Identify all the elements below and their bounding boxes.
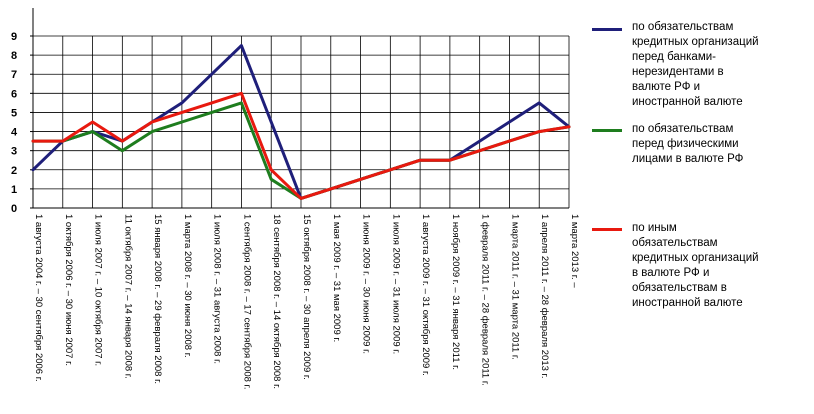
legend-text-line: перед банками- (632, 51, 716, 63)
chart-axes (32, 8, 569, 209)
legend-text-line: валюте РФ и (632, 81, 701, 93)
x-tick-label: 1 июля 2008 г. – 31 августа 2008 г. (212, 214, 223, 364)
legend-swatch-series-2 (592, 129, 622, 132)
x-tick-label: 1 апреля 2011 г. – 28 февраля 2013 г. (539, 214, 550, 378)
x-tick-label: 1 марта 2013 г. – (569, 214, 580, 288)
x-axis-ticks: 1 августа 2004 г. – 30 сентября 2006 г. 1… (33, 214, 580, 389)
y-tick-label: 7 (11, 69, 17, 81)
y-tick-label: 8 (11, 50, 17, 62)
legend-text-line: лицами в валюте РФ (632, 153, 744, 165)
legend-text-line: в валюте РФ и (632, 267, 710, 279)
legend-swatch-series-1 (592, 28, 622, 31)
x-tick-label: 1 февраля 2011 г. – 28 февраля 2011 г. (480, 214, 491, 386)
x-tick-label: 15 октября 2008 г. – 30 апреля 2009 г. (301, 214, 312, 380)
x-tick-label: 1 июня 2009 г. – 30 июня 2009 г. (361, 214, 372, 354)
x-tick-label: 1 ноября 2009 г. – 31 января 2011 г. (450, 214, 461, 370)
legend-text-line: нерезидентами в (632, 66, 724, 78)
legend-text-line: иностранной валюте (632, 96, 743, 108)
legend-text-line: иностранной валюте (632, 297, 743, 309)
legend-text-line: обязательствам в (632, 282, 727, 294)
legend-label-series-3: по иным обязательствам кредитных организац… (632, 221, 814, 311)
legend-label-series-2: по обязательствам перед физическими лицами… (632, 122, 814, 167)
legend-text-line: кредитных организаций (632, 36, 759, 48)
legend-text-line: перед физическими (632, 138, 739, 150)
x-tick-label: 1 мая 2009 г. – 31 мая 2009 г. (331, 214, 342, 342)
x-tick-label: 1 сентября 2008 г. – 17 сентября 2008 г. (241, 214, 252, 389)
x-tick-label: 1 июля 2007 г. – 10 октября 2007 г. (93, 214, 104, 366)
legend-label-series-1: по обязательствам кредитных организаций пе… (632, 20, 814, 110)
chart-grid (32, 35, 570, 209)
x-tick-label: 1 марта 2008 г. – 30 июня 2008 г. (182, 214, 193, 358)
x-tick-label: 1 августа 2004 г. – 30 сентября 2006 г. (33, 214, 44, 382)
y-tick-label: 4 (11, 127, 18, 139)
x-tick-label: 18 сентября 2008 г. – 14 октября 2008 г. (271, 214, 282, 389)
legend-swatch-series-3 (592, 228, 622, 231)
x-tick-label: 1 августа 2009 г. – 31 октября 2009 г. (420, 214, 431, 376)
y-tick-label: 1 (11, 184, 17, 196)
legend-text-line: кредитных организаций (632, 252, 759, 264)
legend-text-line: по обязательствам (632, 21, 734, 33)
y-tick-label: 2 (11, 165, 17, 177)
x-tick-label: 1 июля 2009 г. – 31 июля 2009 г. (390, 214, 401, 354)
series-line-3 (31, 91, 571, 200)
y-tick-label: 0 (11, 203, 17, 215)
x-tick-label: 15 января 2008 г. – 29 февраля 2008 г. (152, 214, 163, 384)
legend-text-line: по иным (632, 222, 677, 234)
x-tick-label: 1 марта 2011 г. – 31 марта 2011 г. (509, 214, 520, 360)
legend-text-line: обязательствам (632, 237, 718, 249)
x-tick-label: 1 октября 2006 г. – 30 июня 2007 г. (63, 214, 74, 366)
y-tick-label: 9 (11, 31, 17, 43)
y-axis-ticks: 0 1 2 3 4 5 6 7 8 9 (11, 31, 33, 215)
y-tick-label: 6 (11, 88, 17, 100)
y-tick-label: 5 (11, 107, 17, 119)
chart-series (31, 44, 571, 200)
x-tick-label: 11 октября 2007 г. – 14 января 2008 г. (122, 214, 133, 379)
y-tick-label: 3 (11, 146, 17, 158)
legend-text-line: по обязательствам (632, 123, 734, 135)
